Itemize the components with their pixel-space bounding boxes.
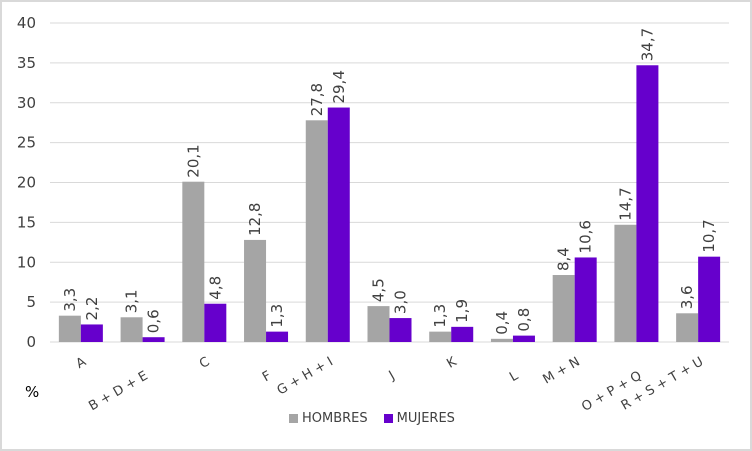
data-label: 3,3	[61, 288, 79, 312]
data-label: 3,6	[678, 285, 696, 309]
bar-hombres	[367, 306, 390, 342]
legend-item-mujeres: MUJERES	[383, 411, 455, 426]
bar-mujeres	[636, 65, 659, 342]
x-category-label: K	[444, 354, 459, 371]
bar-hombres	[552, 275, 575, 342]
x-category-label: F	[260, 368, 274, 385]
y-tick-label: 5	[26, 293, 36, 311]
bars	[58, 65, 721, 342]
legend-label-hombres: HOMBRES	[302, 411, 368, 426]
data-labels: 3,3 2,2 3,10,6 20,1 4,8 12,8 1,3 27,8 29,4 4,53,0…	[61, 28, 718, 335]
bar-hombres	[244, 239, 267, 342]
data-label: 10,6	[577, 220, 595, 253]
data-label: 2,2	[83, 297, 101, 321]
y-tick-label: 0	[26, 333, 36, 351]
data-label: 3,1	[123, 289, 141, 313]
bar-mujeres	[80, 324, 103, 342]
bar-hombres	[614, 224, 637, 342]
bar-mujeres	[142, 337, 165, 342]
bar-hombres	[58, 315, 81, 342]
bar-hombres	[490, 338, 513, 342]
bar-hombres	[120, 317, 143, 342]
data-label: 20,1	[184, 144, 202, 177]
bar-hombres	[429, 331, 452, 342]
bar-mujeres	[512, 335, 535, 342]
x-category-label: B + D + E	[86, 368, 150, 414]
data-label: 27,8	[308, 83, 326, 116]
bar-hombres	[305, 120, 328, 342]
x-category-label: L	[507, 368, 521, 385]
data-label: 1,3	[268, 304, 286, 328]
x-category-label: C	[197, 354, 212, 372]
bar-mujeres	[327, 107, 350, 342]
data-label: 0,6	[145, 309, 163, 333]
legend-swatch-hombres	[289, 414, 298, 423]
data-label: 34,7	[638, 28, 656, 61]
data-label: 1,3	[431, 304, 449, 328]
data-label: 4,5	[370, 278, 388, 302]
bar-mujeres	[451, 326, 474, 342]
x-category-label: A	[74, 354, 89, 371]
data-label: 12,8	[246, 203, 264, 236]
legend-label-mujeres: MUJERES	[396, 411, 455, 426]
x-axis-categories: AB + D + ECF G + H + I JKL M + NO + P + QR …	[74, 354, 706, 415]
bar-mujeres	[698, 256, 721, 342]
legend: HOMBRES MUJERES	[289, 411, 455, 426]
bar-mujeres	[204, 303, 227, 342]
legend-item-hombres: HOMBRES	[289, 411, 368, 426]
data-label: 8,4	[555, 247, 573, 271]
bar-mujeres	[574, 257, 597, 342]
x-category-label: G + H + I	[275, 354, 336, 398]
data-label: 4,8	[206, 276, 224, 300]
bar-hombres	[676, 313, 699, 342]
y-tick-label: 20	[17, 174, 36, 192]
data-label: 10,7	[700, 219, 718, 252]
y-tick-label: 25	[17, 134, 36, 152]
data-label: 14,7	[616, 187, 634, 220]
bar-hombres	[182, 181, 205, 342]
y-axis-unit-label: %	[25, 383, 40, 401]
x-category-label: J	[386, 368, 398, 383]
bar-mujeres	[389, 318, 412, 342]
data-label: 0,8	[515, 308, 533, 332]
data-label: 3,0	[392, 290, 410, 314]
data-label: 0,4	[493, 311, 511, 335]
data-label: 1,9	[453, 299, 471, 323]
y-tick-label: 15	[17, 213, 36, 231]
bar-mujeres	[266, 331, 289, 342]
data-label: 29,4	[330, 70, 348, 103]
y-axis-ticks: 0 5 10 15 20 25 30 35 40	[17, 14, 36, 351]
y-tick-label: 40	[17, 14, 36, 32]
x-category-label: M + N	[540, 354, 582, 387]
legend-swatch-mujeres	[383, 414, 393, 423]
y-tick-label: 10	[17, 253, 36, 271]
y-tick-label: 35	[17, 54, 36, 72]
y-tick-label: 30	[17, 94, 36, 112]
